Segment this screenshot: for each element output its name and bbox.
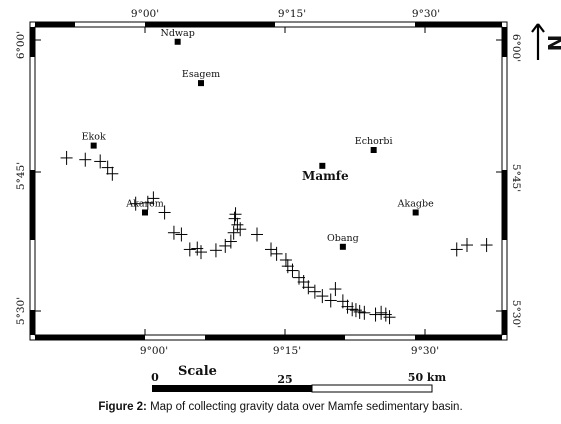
bottom-tick-labels: 9°00' 9°15' 9°30': [140, 345, 439, 357]
station-marker: [101, 160, 114, 175]
station-marker: [195, 245, 207, 260]
scale-segment-white: [311, 384, 433, 393]
top-tick-label: 9°00': [131, 8, 159, 20]
right-tick-label: 6°00': [510, 34, 522, 62]
station-marker: [329, 282, 342, 297]
north-arrow-label: N: [543, 35, 561, 52]
station-marker: [79, 152, 92, 167]
left-tick-label: 5°45': [15, 162, 27, 190]
town-label: Echorbi: [355, 136, 393, 147]
right-tick-label: 5°45': [510, 164, 522, 192]
left-tick-label: 5°30': [15, 297, 27, 325]
towns: Ndwap Esagem Ekok Echorbi Mamfe Akarem Akagbe O…: [82, 28, 434, 250]
town-marker: [370, 147, 377, 153]
station-marker: [147, 191, 160, 206]
town-label: Esagem: [182, 69, 220, 80]
town-marker: [319, 162, 326, 169]
left-tick-labels: 6°00' 5°45' 5°30': [15, 31, 27, 325]
station-marker: [383, 310, 396, 325]
station-marker: [341, 299, 354, 314]
station-marker: [270, 246, 283, 261]
scale-label-0: 0: [151, 371, 159, 384]
figure-caption-text: Map of collecting gravity data over Mamf…: [146, 401, 463, 413]
town-label: Akarem: [125, 198, 163, 209]
scale-segment-black: [152, 385, 312, 392]
station-marker: [286, 263, 299, 278]
map-frame: [29, 21, 508, 341]
station-marker: [175, 227, 188, 242]
station-marker: [336, 294, 349, 309]
station-marker: [297, 275, 310, 289]
station-marker: [209, 243, 222, 258]
right-tick-label: 5°30': [510, 300, 522, 328]
left-tick-label: 6°00': [15, 31, 27, 59]
bottom-tick-label: 9°00': [140, 345, 168, 357]
town-marker: [174, 38, 181, 45]
station-marker: [279, 253, 292, 267]
station-marker: [227, 225, 240, 240]
town-label: Mamfe: [302, 169, 349, 183]
scale-label-25: 25: [277, 373, 292, 386]
station-marker: [308, 284, 321, 299]
town-marker: [339, 243, 346, 250]
scale-title: Scale: [178, 364, 217, 379]
town-label: Akagbe: [397, 198, 434, 209]
station-marker: [302, 280, 315, 295]
scale-bar: Scale 0 25 50 km: [151, 364, 447, 393]
station-marker: [229, 207, 242, 222]
scale-label-50: 50 km: [408, 371, 447, 384]
town-marker: [142, 209, 148, 216]
top-tick-label: 9°15': [278, 8, 306, 20]
figure-caption: Figure 2: Map of collecting gravity data…: [0, 401, 561, 413]
station-marker: [183, 242, 196, 257]
town-marker: [412, 209, 419, 216]
station-marker: [324, 293, 337, 308]
station-marker: [369, 307, 382, 322]
station-marker: [358, 305, 371, 320]
town-marker: [198, 80, 204, 87]
station-marker: [480, 238, 493, 253]
station-marker: [167, 225, 180, 240]
station-marker: [224, 234, 237, 249]
figure-caption-label: Figure 2:: [98, 401, 147, 413]
station-marker: [353, 304, 366, 319]
bottom-tick-label: 9°15': [273, 345, 301, 357]
town-label: Ekok: [82, 132, 106, 143]
town-marker: [90, 142, 97, 149]
station-marker: [106, 166, 119, 181]
station-marker: [375, 305, 388, 320]
station-marker: [94, 154, 107, 169]
gravity-stations: [60, 150, 493, 325]
station-marker: [60, 150, 73, 165]
right-tick-labels: 6°00' 5°45' 5°30': [510, 34, 522, 328]
station-marker: [251, 227, 263, 242]
station-marker: [234, 222, 247, 237]
north-arrow-icon: N: [531, 23, 561, 60]
station-marker: [450, 242, 463, 257]
station-marker: [461, 238, 473, 253]
station-marker: [316, 289, 329, 304]
town-label: Obang: [327, 233, 359, 244]
bottom-tick-label: 9°30': [411, 345, 439, 357]
station-marker: [129, 196, 142, 211]
top-tick-label: 9°30': [412, 8, 440, 20]
town-label: Ndwap: [161, 28, 195, 39]
top-tick-labels: 9°00' 9°15' 9°30': [131, 8, 440, 20]
station-marker: [158, 205, 171, 220]
